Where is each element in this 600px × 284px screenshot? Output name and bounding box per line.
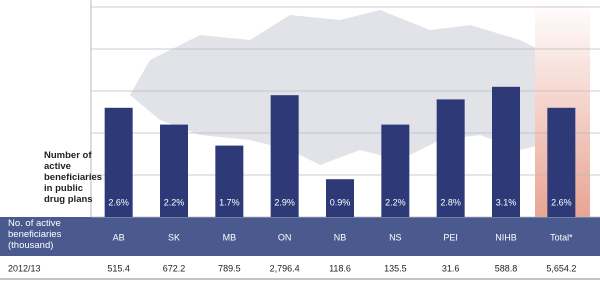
- value-label: 0.9%: [330, 197, 351, 207]
- bar: [270, 95, 299, 217]
- x-tick-label: NB: [334, 232, 347, 242]
- value-label: 2.6%: [551, 197, 572, 207]
- table-header: No. of active beneficiaries (thousand): [8, 218, 62, 251]
- table-cell: 789.5: [218, 263, 241, 273]
- value-label: 2.8%: [440, 197, 461, 207]
- value-label: 2.2%: [164, 197, 185, 207]
- x-tick-label: NS: [389, 232, 402, 242]
- x-tick-label: AB: [113, 232, 125, 242]
- table-cell: 135.5: [384, 263, 407, 273]
- x-tick-label: SK: [168, 232, 180, 242]
- table-cell: 118.6: [329, 263, 351, 273]
- row-label: 2012/13: [8, 263, 41, 273]
- x-tick-label: ON: [278, 232, 292, 242]
- table-cell: 2,796.4: [270, 263, 300, 273]
- bar: [492, 86, 520, 217]
- x-tick-label: PEI: [443, 232, 458, 242]
- x-tick-label: Total*: [550, 232, 573, 242]
- value-label: 2.2%: [385, 197, 406, 207]
- value-label: 2.9%: [274, 197, 295, 207]
- bar: [436, 99, 465, 217]
- x-tick-label: MB: [223, 232, 237, 242]
- value-label: 3.1%: [496, 197, 517, 207]
- bar: [104, 107, 133, 217]
- x-tick-label: NIHB: [495, 232, 517, 242]
- bar: [160, 124, 188, 217]
- bar: [215, 145, 244, 217]
- table-cell: 588.8: [495, 263, 518, 273]
- value-label: 1.7%: [219, 197, 240, 207]
- table-cell: 672.2: [163, 263, 186, 273]
- bar: [381, 124, 410, 217]
- table-cell: 515.4: [107, 263, 130, 273]
- table-header-bg: [0, 217, 600, 256]
- table-cell: 31.6: [442, 263, 460, 273]
- y-axis-label: Number of active beneficiaries in public…: [44, 150, 103, 205]
- table-cell: 5,654.2: [546, 263, 576, 273]
- value-label: 2.6%: [108, 197, 129, 207]
- bar: [326, 179, 354, 217]
- bar: [547, 107, 576, 217]
